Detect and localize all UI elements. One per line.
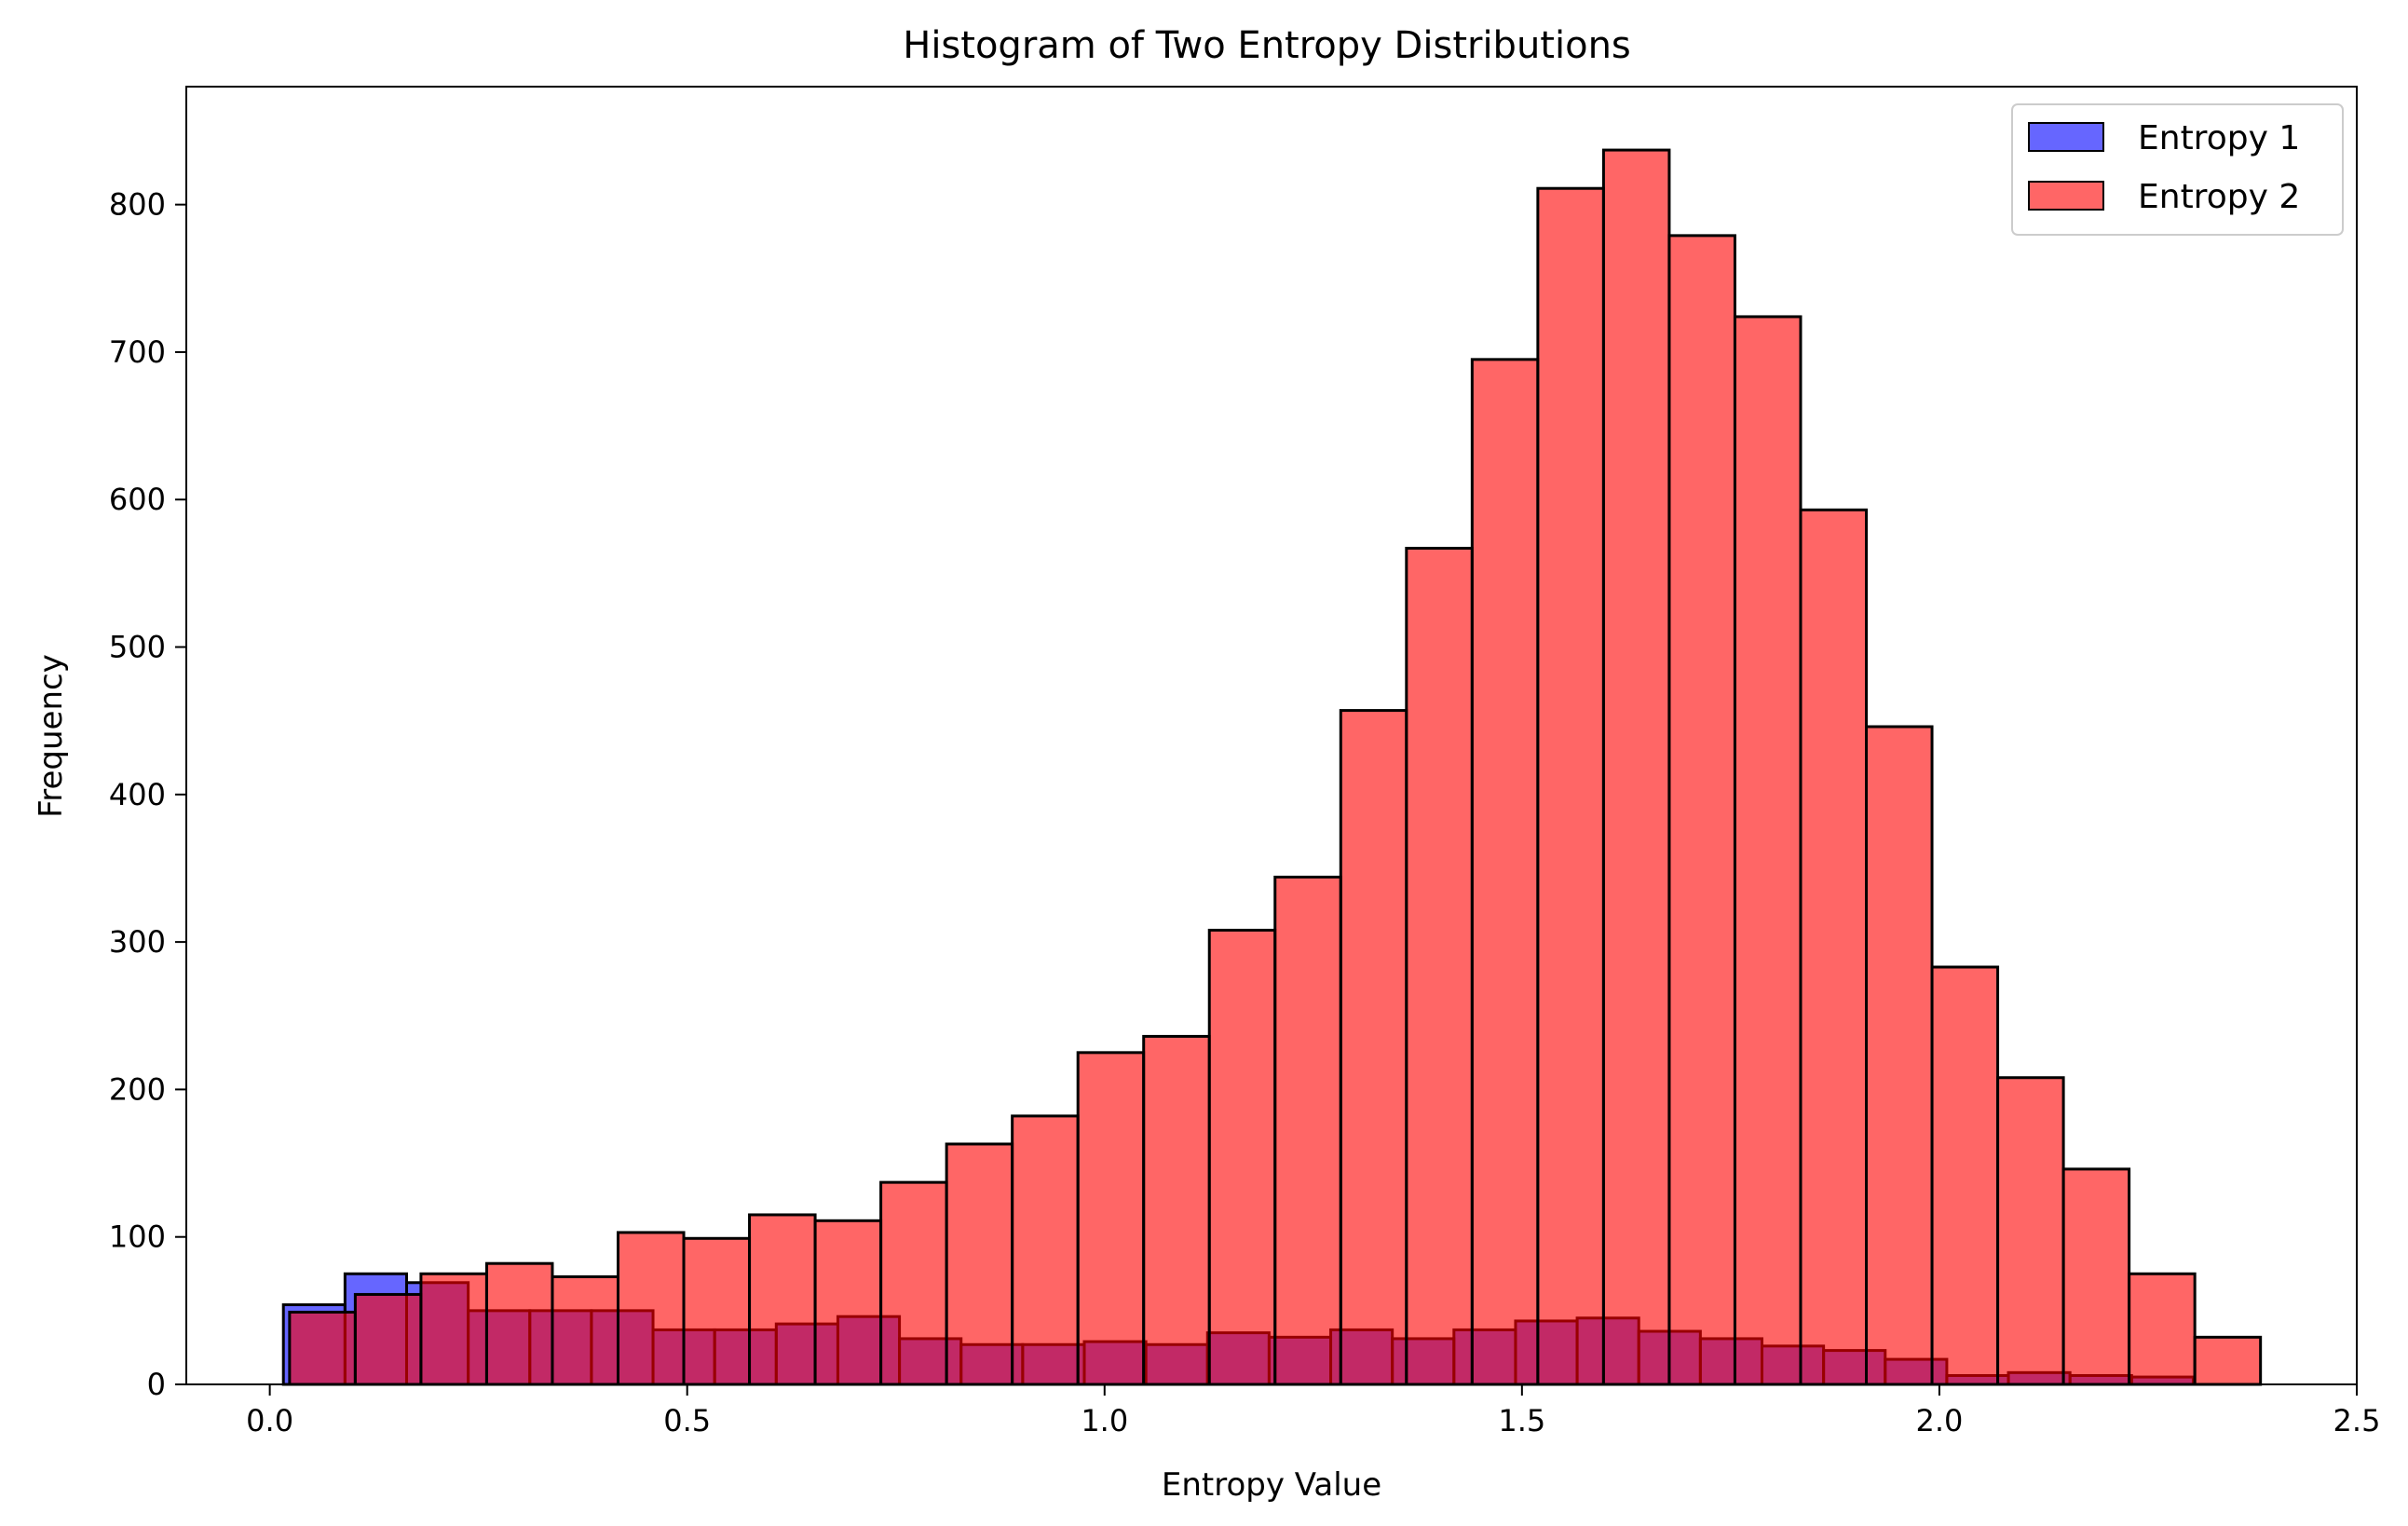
y-tick-label: 100 <box>109 1219 166 1255</box>
entropy-2-bar <box>1339 709 1408 1386</box>
x-tick-label: 0.5 <box>663 1403 711 1438</box>
y-tick-label: 200 <box>109 1071 166 1107</box>
y-tick-label: 700 <box>109 334 166 370</box>
entropy-2-bar <box>2193 1335 2263 1386</box>
legend-label-entropy-2: Entropy 2 <box>2138 178 2300 216</box>
entropy-2-bar <box>616 1231 686 1386</box>
y-tick-label: 300 <box>109 924 166 960</box>
entropy-2-bar <box>1996 1076 2065 1386</box>
x-tick-label: 1.0 <box>1081 1403 1128 1438</box>
entropy-2-bar <box>945 1142 1014 1386</box>
entropy-2-bar <box>1273 875 1342 1386</box>
y-axis-label: Frequency <box>33 654 70 818</box>
entropy-2-bar <box>1536 186 1605 1386</box>
x-axis-label: Entropy Value <box>1162 1466 1381 1504</box>
y-tick-label: 400 <box>109 777 166 812</box>
entropy-2-bar <box>353 1292 423 1386</box>
legend: Entropy 1 Entropy 2 <box>2011 103 2344 236</box>
entropy-2-bar <box>1667 234 1736 1386</box>
chart-title: Histogram of Two Entropy Distributions <box>903 24 1631 67</box>
legend-swatch-entropy-2 <box>2028 181 2104 211</box>
x-tick-label: 1.5 <box>1498 1403 1545 1438</box>
entropy-2-bar <box>419 1272 488 1386</box>
y-tick-label: 600 <box>109 482 166 517</box>
x-tick-label: 0.0 <box>246 1403 293 1438</box>
entropy-2-bar <box>2061 1167 2131 1386</box>
entropy-2-bar <box>1470 358 1540 1386</box>
plot-frame <box>185 86 2358 1385</box>
entropy-2-bar <box>879 1180 948 1386</box>
x-tick-label: 2.0 <box>1915 1403 1963 1438</box>
entropy-2-bars <box>288 148 2263 1386</box>
entropy-2-bar <box>1207 928 1277 1386</box>
entropy-2-bar <box>748 1213 817 1386</box>
entropy-2-bar <box>813 1219 883 1386</box>
entropy-2-bar <box>1142 1034 1211 1386</box>
entropy-2-bar <box>682 1236 752 1386</box>
x-tick-label: 2.5 <box>2333 1403 2381 1438</box>
entropy-2-bar <box>288 1310 357 1386</box>
x-axis-ticks: 0.0 0.5 1.0 1.5 2.0 2.5 <box>246 1384 2380 1438</box>
entropy-2-bar <box>484 1261 554 1386</box>
legend-swatch-entropy-1 <box>2028 122 2104 152</box>
entropy-2-bar <box>1799 508 1869 1386</box>
entropy-2-bar <box>1076 1051 1146 1386</box>
entropy-2-bar <box>2128 1272 2197 1386</box>
entropy-2-bar <box>1601 148 1671 1386</box>
entropy-2-bar <box>551 1274 619 1386</box>
y-axis-ticks: 0 100 200 300 400 500 600 700 800 <box>109 187 186 1402</box>
entropy-2-bar <box>1865 725 1934 1386</box>
entropy-2-bar <box>1405 546 1474 1386</box>
entropy-2-bar <box>1930 965 2000 1386</box>
y-tick-label: 800 <box>109 187 166 223</box>
y-tick-label: 0 <box>147 1367 166 1402</box>
legend-label-entropy-1: Entropy 1 <box>2138 119 2300 157</box>
entropy-2-bar <box>1733 315 1803 1386</box>
entropy-2-bar <box>1011 1114 1080 1386</box>
y-tick-label: 500 <box>109 630 166 665</box>
